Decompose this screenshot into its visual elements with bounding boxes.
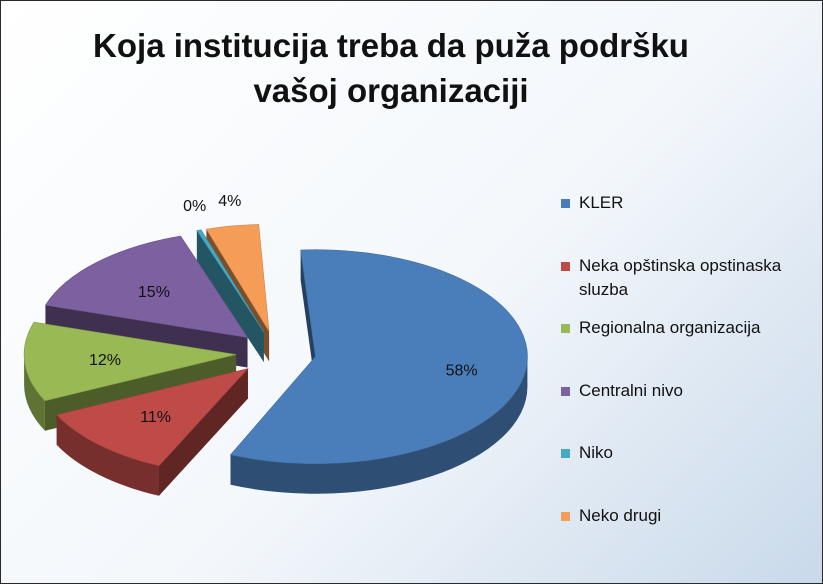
- legend-label-regionalna-organizacija: Regionalna organizacija: [579, 318, 761, 337]
- legend-item-regionalna-organizacija: Regionalna organizacija: [557, 316, 822, 340]
- pie-slice-neka-op-tinska-opstinaska-sluzba: [56, 368, 249, 496]
- legend-swatch-kler: [561, 199, 570, 208]
- chart-title: Koja institucija treba da puža podršku v…: [41, 23, 741, 113]
- pie-label-neko-drugi: 4%: [218, 193, 241, 210]
- pie-slice-wall-niko-1: [201, 229, 264, 363]
- legend-label-centralni-nivo: Centralni nivo: [579, 381, 683, 400]
- legend-item-centralni-nivo: Centralni nivo: [557, 379, 822, 403]
- pie-slice-top-centralni-nivo: [44, 235, 249, 338]
- pie-slice-side-neka-op-tinska-opstinaska-sluzba-0: [56, 414, 159, 496]
- legend-label-kler: KLER: [579, 193, 624, 212]
- chart-title-line-1: Koja institucija treba da puža podršku: [93, 27, 689, 64]
- pie-slice-kler: [229, 249, 528, 494]
- pie-label-niko: 0%: [183, 198, 206, 215]
- pie-slice-top-niko: [196, 229, 265, 333]
- legend-swatch-opstinska-sluzba: [561, 262, 570, 271]
- pie-slice-top-kler: [229, 249, 528, 465]
- legend-item-neko-drugi: Neko drugi: [557, 504, 822, 528]
- chart-title-line-2: vašoj organizaciji: [253, 72, 529, 109]
- pie-slice-top-neka-op-tinska-opstinaska-sluzba: [56, 368, 249, 467]
- legend-swatch-neko-drugi: [561, 512, 570, 521]
- pie-slice-side-kler-0: [230, 356, 528, 494]
- legend-label-niko: Niko: [579, 443, 614, 462]
- legend-label-opstinska-sluzba: Neka opštinska opstinaska sluzba: [579, 256, 782, 299]
- legend-swatch-niko: [561, 449, 570, 458]
- pie-sides: [23, 224, 528, 496]
- pie-label-centralni-nivo: 15%: [138, 284, 170, 301]
- pie-slice-side-regionalna-organizacija-0: [24, 354, 45, 431]
- legend-item-opstinska-sluzba: Neka opštinska opstinaska sluzba: [557, 254, 822, 302]
- pie-slice-niko: [196, 229, 265, 363]
- legend-item-kler: KLER: [557, 191, 822, 215]
- pie-slice-top-neko-drugi: [205, 224, 270, 332]
- legend-item-niko: Niko: [557, 441, 822, 465]
- legend-swatch-centralni-nivo: [561, 387, 570, 396]
- pie-label-regionalna-organizacija: 12%: [89, 352, 121, 369]
- pie-slice-wall-kler-0: [300, 250, 316, 387]
- pie-slice-top-regionalna-organizacija: [23, 321, 237, 402]
- legend-swatch-regionalna-organizacija: [561, 324, 570, 333]
- pie-labels: 58% 11% 12% 15% 0% 4%: [89, 193, 478, 426]
- pie-label-kler: 58%: [446, 362, 478, 379]
- legend-label-neko-drugi: Neko drugi: [579, 506, 662, 525]
- pie-label-neka-op-tinska-opstinaska-sluzba: 11%: [140, 409, 171, 426]
